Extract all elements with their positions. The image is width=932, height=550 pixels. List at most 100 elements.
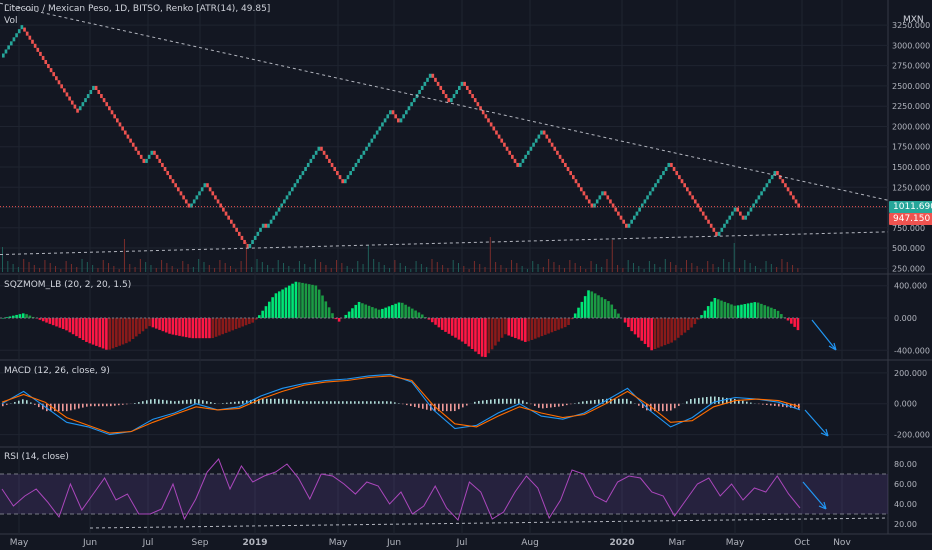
macd-hist-bar — [110, 403, 112, 407]
volume-bar — [622, 268, 624, 272]
volume-bar — [81, 259, 83, 272]
volume-bar — [373, 259, 375, 272]
macd-hist-bar — [546, 403, 548, 408]
sqz-bar — [281, 289, 284, 318]
renko-brick — [373, 134, 376, 139]
renko-brick — [243, 239, 246, 245]
renko-brick — [752, 203, 755, 208]
macd-hist-bar — [378, 401, 380, 404]
sqz-bar — [198, 318, 201, 339]
renko-brick — [328, 158, 331, 163]
renko-brick — [455, 89, 458, 95]
x-tick-label: May — [726, 538, 745, 548]
macd-hist-bar — [474, 401, 476, 404]
volume-bar — [65, 261, 67, 272]
volume-bar — [166, 263, 168, 272]
renko-brick — [484, 114, 488, 119]
macd-hist-bar — [730, 398, 732, 404]
sqz-bar — [238, 318, 241, 328]
price-pane[interactable] — [0, 2, 889, 272]
macd-hist-bar — [238, 401, 240, 404]
sqz-bar — [477, 318, 481, 355]
renko-brick — [529, 146, 533, 151]
renko-brick — [182, 195, 185, 200]
sqz-bar — [404, 304, 407, 318]
y-tick-label: 80.00 — [894, 460, 917, 469]
sqz-bar — [430, 318, 434, 323]
renko-brick — [277, 207, 281, 212]
squeeze-momentum-pane[interactable] — [0, 281, 837, 358]
macd-hist-bar — [674, 403, 676, 409]
macd-hist-bar — [554, 403, 556, 408]
volume-bar — [733, 243, 735, 272]
renko-brick — [293, 183, 297, 188]
arrow-annotation — [811, 319, 837, 351]
renko-brick — [214, 195, 217, 200]
time-axis[interactable]: May Jun Jul Sep 2019 May Jun Jul Aug 2020 Mar May Oc… — [10, 538, 852, 548]
renko-brick — [550, 142, 554, 147]
sqz-bar — [201, 318, 205, 339]
volume-bar — [113, 266, 115, 272]
sqz-bar — [507, 318, 510, 336]
volume-bar — [537, 264, 539, 272]
renko-brick — [768, 179, 771, 184]
renko-brick — [23, 27, 26, 32]
sqz-bar — [58, 318, 62, 328]
sqz-bar — [587, 290, 590, 318]
macd-hist-bar — [274, 398, 276, 404]
renko-brick — [17, 29, 21, 34]
renko-brick — [251, 239, 254, 245]
sqz-bar — [454, 318, 457, 338]
renko-brick — [84, 98, 87, 103]
renko-brick — [304, 166, 307, 172]
volume-bar — [569, 260, 571, 272]
macd-hist-bar — [250, 399, 252, 404]
sqz-bar — [271, 297, 274, 318]
macd-hist-bar — [506, 398, 508, 404]
macd-hist-bar — [606, 398, 608, 404]
volume-bar — [664, 259, 666, 272]
renko-brick — [534, 138, 538, 143]
renko-brick — [492, 126, 496, 131]
rsi-pane[interactable] — [0, 458, 889, 529]
macd-hist-bar — [290, 399, 292, 404]
renko-brick — [574, 179, 578, 184]
sqz-bar — [115, 318, 118, 348]
renko-brick — [275, 211, 278, 216]
renko-brick — [561, 158, 565, 163]
renko-brick — [473, 98, 477, 103]
volume-bar — [781, 259, 783, 272]
trendline-lower — [0, 231, 889, 256]
macd-label: MACD (12, 26, close, 9) — [4, 366, 110, 376]
macd-hist-bar — [434, 403, 436, 412]
macd-pane[interactable] — [1, 373, 829, 437]
volume-bar — [532, 261, 534, 272]
macd-hist-bar — [70, 403, 72, 411]
renko-brick — [423, 81, 427, 86]
volume-bar — [171, 266, 173, 272]
renko-brick — [190, 203, 193, 208]
sqz-bar — [174, 318, 178, 336]
renko-brick — [770, 175, 774, 180]
sqz-bar — [391, 305, 394, 318]
price-axis[interactable]: 3250.000 3000.000 2750.000 2500.000 2250.000… — [892, 21, 930, 529]
volume-bar — [696, 266, 698, 272]
macd-hist-bar — [614, 398, 616, 404]
sqz-bar — [776, 310, 780, 318]
sqzmom-label: SQZMOM_LB (20, 2, 20, 1.5) — [4, 280, 132, 290]
renko-brick — [341, 179, 344, 184]
macd-hist-bar — [738, 399, 740, 404]
sqz-bar — [95, 318, 98, 346]
volume-bar — [792, 265, 794, 272]
volume-bar — [442, 265, 444, 272]
renko-brick — [678, 175, 681, 180]
volume-bar — [420, 264, 422, 272]
y-tick-label: 0.000 — [894, 400, 917, 409]
sqz-bar — [790, 318, 793, 324]
renko-brick — [7, 45, 10, 50]
sqz-bar — [351, 308, 354, 318]
renko-brick — [391, 110, 395, 115]
sqz-bar — [334, 318, 338, 320]
renko-brick — [481, 110, 485, 115]
renko-brick — [65, 92, 69, 97]
